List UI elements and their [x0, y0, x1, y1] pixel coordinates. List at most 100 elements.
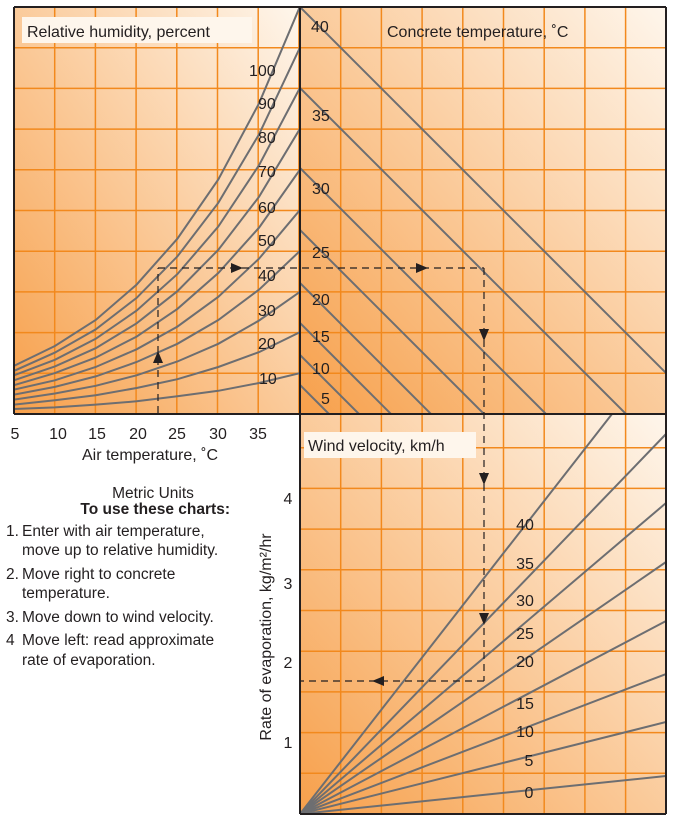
- step-number: 4: [6, 632, 15, 649]
- ct-line-20: [300, 282, 433, 414]
- y-axis-ticks: 1 2 3 4: [284, 491, 293, 752]
- arrow-right-icon: [416, 263, 428, 273]
- wv-label-15: 15: [516, 696, 534, 713]
- rh-curve-60: [14, 169, 300, 387]
- arrow-up-icon: [153, 351, 163, 363]
- instructions-panel: To use these charts: 1. Enter with air te…: [0, 500, 232, 674]
- rh-label-80: 80: [258, 130, 276, 147]
- arrow-right-icon: [231, 263, 243, 273]
- x-tick-label: 35: [249, 426, 267, 443]
- x-tick-label: 5: [11, 426, 20, 443]
- x-tick-label: 15: [88, 426, 106, 443]
- step-number: 2.: [6, 565, 19, 583]
- ct-label-25: 25: [312, 245, 330, 262]
- rh-label-60: 60: [258, 200, 276, 217]
- wv-title: Wind velocity, km/h: [308, 438, 445, 455]
- y-tick-label: 4: [284, 491, 293, 508]
- rh-curve-70: [14, 128, 300, 382]
- rh-curve-100: [14, 7, 300, 367]
- ct-lines: [300, 7, 666, 414]
- wv-line: [300, 414, 613, 814]
- rh-panel: [14, 7, 300, 414]
- x-axis-ticks: 5 10 15 20 25 30 35: [11, 426, 267, 443]
- ct-line-30: [300, 167, 548, 414]
- y-axis-title: Rate of evaporation, kg/m²/hr: [258, 533, 275, 741]
- ct-label-15: 15: [312, 329, 330, 346]
- rh-title-backdrop: [22, 17, 252, 43]
- rh-label-20: 20: [258, 336, 276, 353]
- instructions-steps: 1. Enter with air temperature, move up to…: [0, 522, 232, 671]
- ct-curve-labels: 40 35 30 25 20 15 10 5: [311, 19, 330, 408]
- rh-label-70: 70: [258, 164, 276, 181]
- rh-label-90: 90: [258, 96, 276, 113]
- instruction-step: 4 Move left: read approximate rate of eva…: [0, 631, 232, 670]
- ct-line-15: [300, 322, 393, 414]
- step-text: Move right to concrete temperature.: [22, 565, 176, 603]
- rh-label-100: 100: [249, 63, 276, 80]
- units-caption: Metric Units: [112, 485, 194, 502]
- ct-label-40: 40: [311, 19, 329, 36]
- ct-label-35: 35: [312, 108, 330, 125]
- step-text: Enter with air temperature, move up to r…: [22, 522, 219, 560]
- step-number: 3.: [6, 608, 19, 626]
- wv-curve-labels: 40 35 30 25 20 15 10 5 0: [516, 517, 534, 802]
- wv-line: [300, 561, 666, 814]
- wv-label-20: 20: [516, 654, 534, 671]
- example-path-arrows: [153, 263, 489, 686]
- ct-line-35: [300, 87, 628, 414]
- ct-label-20: 20: [312, 292, 330, 309]
- ct-label-10: 10: [312, 361, 330, 378]
- wv-title-backdrop: [304, 432, 476, 458]
- wv-line: [300, 721, 666, 814]
- step-text: Move left: read approximate rate of evap…: [22, 632, 215, 669]
- x-axis-title: Air temperature, ˚C: [82, 447, 218, 464]
- rh-curve-20: [14, 331, 300, 406]
- panel-frames: [13, 6, 667, 815]
- instruction-step: 2. Move right to concrete temperature.: [0, 565, 232, 604]
- wv-label-5: 5: [525, 753, 534, 770]
- ct-panel: [300, 7, 666, 414]
- instruction-step: 1. Enter with air temperature, move up to…: [0, 522, 232, 561]
- step-number: 1.: [6, 522, 19, 540]
- wv-line: [300, 620, 666, 814]
- wv-line: [300, 775, 666, 814]
- instructions-title: To use these charts:: [80, 501, 230, 518]
- rh-label-40: 40: [258, 268, 276, 285]
- rh-curve-90: [14, 46, 300, 372]
- ct-label-30: 30: [312, 181, 330, 198]
- rh-label-50: 50: [258, 233, 276, 250]
- step-text: Move down to wind velocity.: [22, 608, 214, 626]
- wv-label-40: 40: [516, 517, 534, 534]
- instruction-step: 3. Move down to wind velocity.: [0, 608, 232, 628]
- wv-label-35: 35: [516, 556, 534, 573]
- rh-curve-80: [14, 87, 300, 377]
- wv-grid: [300, 414, 666, 814]
- wv-line: [300, 502, 666, 814]
- arrow-down-icon: [479, 329, 489, 341]
- wv-label-0: 0: [525, 785, 534, 802]
- x-tick-label: 25: [168, 426, 186, 443]
- ct-title: Concrete temperature, ˚C: [387, 24, 568, 41]
- ct-label-5: 5: [321, 391, 330, 408]
- ct-line-40: [300, 7, 666, 375]
- wv-lines: [300, 414, 666, 814]
- arrow-down-icon: [479, 473, 489, 485]
- arrow-left-icon: [372, 676, 384, 686]
- y-tick-label: 3: [284, 576, 293, 593]
- rh-curves: [14, 7, 300, 410]
- rh-curve-10: [14, 372, 300, 410]
- ct-line-25: [300, 229, 486, 414]
- x-tick-label: 10: [49, 426, 67, 443]
- y-tick-label: 2: [284, 655, 293, 672]
- x-tick-label: 30: [209, 426, 227, 443]
- wv-label-10: 10: [516, 724, 534, 741]
- rh-title: Relative humidity, percent: [27, 24, 210, 41]
- x-tick-label: 20: [129, 426, 147, 443]
- rh-label-10: 10: [259, 371, 277, 388]
- rh-curve-40: [14, 250, 300, 396]
- wv-line: [300, 433, 666, 814]
- wv-label-30: 30: [516, 593, 534, 610]
- wv-line: [300, 673, 666, 814]
- rh-curve-labels: 100 90 80 70 60 50 40 30 20 10: [249, 63, 277, 388]
